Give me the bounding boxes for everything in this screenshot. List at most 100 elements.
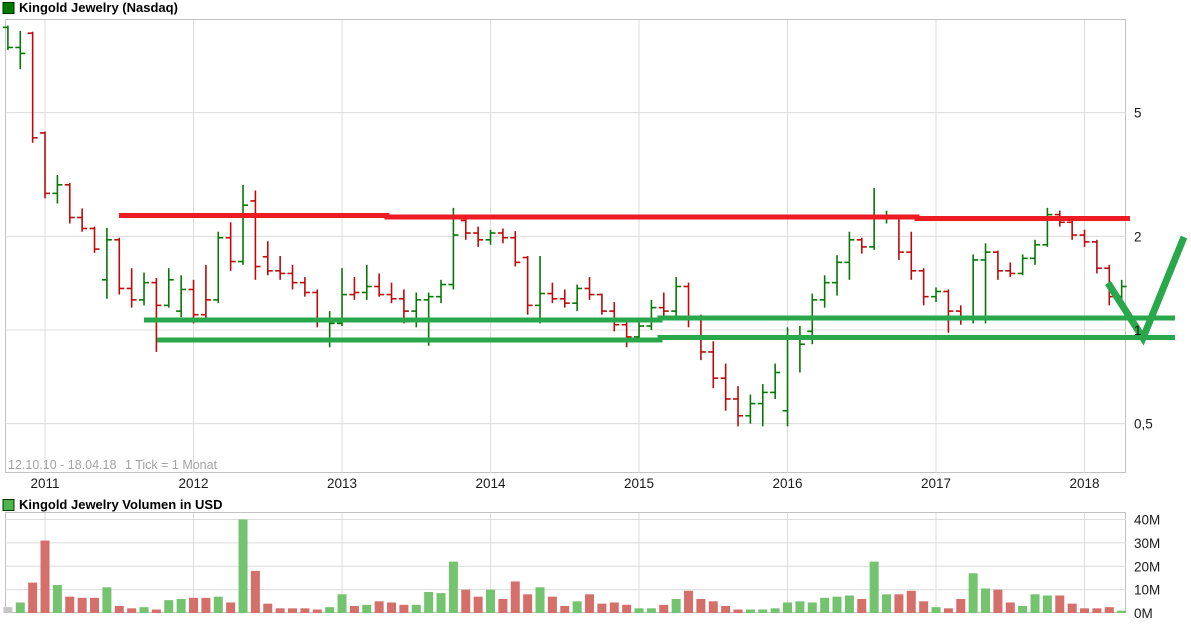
volume-bar — [486, 589, 496, 613]
volume-bar — [176, 598, 186, 613]
year-tick-label: 2011 — [30, 476, 59, 491]
volume-bar — [473, 596, 483, 613]
volume-axis-labels: 40M 30M 20M 10M 0M — [1134, 513, 1160, 622]
ohlc-bar — [485, 229, 496, 245]
year-axis-labels: 2011 2012 2013 2014 2015 2016 2017 2018 — [30, 476, 1099, 491]
ohlc-bar — [77, 208, 88, 232]
volume-bar — [1080, 608, 1090, 613]
volume-bar — [894, 594, 904, 613]
volume-bar — [820, 597, 830, 613]
ohlc-bar — [856, 237, 867, 254]
volume-bar — [424, 591, 434, 613]
volume-bar — [807, 602, 817, 613]
ohlc-bar — [757, 384, 768, 427]
volume-bar — [213, 596, 223, 613]
volume-bar — [164, 600, 174, 613]
volume-bar — [523, 594, 533, 613]
volume-bar — [461, 589, 471, 613]
ohlc-bar — [634, 320, 645, 339]
ohlc-bar — [52, 175, 63, 204]
ohlc-bar — [535, 255, 546, 324]
ohlc-bar — [1017, 254, 1028, 276]
ohlc-bar — [89, 226, 100, 253]
volume-bar — [646, 608, 656, 613]
ohlc-bar — [955, 305, 966, 325]
volume-bar — [312, 609, 322, 613]
ohlc-bar — [559, 289, 570, 308]
volume-bar — [708, 601, 718, 613]
ohlc-bar — [992, 250, 1003, 280]
volume-bar — [535, 587, 545, 613]
volume-bar — [758, 609, 768, 613]
volume-title-row: Kingold Jewelry Volumen in USD — [2, 497, 222, 512]
volume-bar — [263, 603, 273, 613]
ohlc-bar — [1042, 207, 1053, 247]
volume-bar — [1092, 608, 1102, 613]
chart-title-row: Kingold Jewelry (Nasdaq) — [2, 0, 178, 15]
volume-plot-frame — [5, 512, 1126, 613]
ohlc-bar — [1030, 239, 1041, 265]
ohlc-bar — [213, 231, 224, 304]
volume-bar — [882, 594, 892, 613]
ohlc-bar — [720, 363, 731, 411]
volume-bar — [906, 590, 916, 613]
ohlc-bar — [1067, 217, 1078, 240]
volume-tick-label: 10M — [1134, 583, 1160, 598]
volume-bar — [300, 608, 310, 613]
ohlc-bar — [163, 268, 174, 308]
volume-bar — [721, 605, 731, 613]
price-gridlines — [5, 20, 1126, 473]
ohlc-bar — [448, 207, 459, 290]
volume-bar — [869, 561, 879, 613]
volume-bar — [114, 605, 124, 613]
ohlc-bar — [15, 30, 26, 70]
volume-bars — [3, 519, 1127, 613]
volume-bar — [387, 602, 397, 613]
volume-bar — [448, 561, 458, 613]
ohlc-bar — [176, 275, 187, 318]
volume-bar — [189, 597, 199, 613]
ohlc-bar — [101, 227, 112, 299]
ohlc-bar — [225, 222, 236, 271]
ohlc-bar — [547, 282, 558, 304]
ohlc-bar — [473, 226, 484, 247]
volume-bar — [349, 605, 359, 613]
volume-bar — [288, 608, 298, 613]
volume-tick-label: 30M — [1134, 536, 1160, 551]
volume-bar — [585, 594, 595, 613]
ohlc-bar — [262, 241, 273, 276]
price-tick-label: 1 — [1134, 323, 1142, 338]
ohlc-bar — [250, 190, 261, 280]
volume-bar — [857, 598, 867, 613]
ohlc-bar — [596, 293, 607, 315]
ohlc-bar — [126, 268, 137, 308]
volume-bar — [325, 607, 335, 613]
ohlc-bar — [671, 277, 682, 320]
price-axis-labels: 5 2 1 0,5 — [1134, 106, 1153, 432]
volume-bar — [201, 597, 211, 613]
ohlc-bar — [200, 264, 211, 320]
resistance-trend-line — [119, 213, 1130, 221]
ohlc-bar — [151, 277, 162, 352]
volume-bar — [547, 596, 557, 613]
volume-bar — [226, 602, 236, 613]
volume-bar — [250, 570, 260, 613]
ohlc-bar — [844, 231, 855, 280]
volume-legend-square-icon — [2, 499, 15, 511]
volume-bar — [931, 607, 941, 613]
tick-info-label: 1 Tick = 1 Monat — [125, 458, 218, 472]
price-tick-label: 5 — [1134, 106, 1142, 121]
ohlc-bar — [436, 279, 447, 304]
ohlc-bar — [238, 184, 249, 265]
ohlc-bar — [287, 264, 298, 290]
ohlc-bar — [745, 394, 756, 424]
volume-bar — [1067, 603, 1077, 613]
ohlc-bar — [733, 386, 744, 427]
ohlc-bar — [931, 287, 942, 303]
volume-bar — [622, 604, 632, 613]
volume-bar — [609, 602, 619, 613]
volume-bar — [696, 598, 706, 613]
volume-bar — [832, 596, 842, 613]
ohlc-bar — [188, 279, 199, 324]
